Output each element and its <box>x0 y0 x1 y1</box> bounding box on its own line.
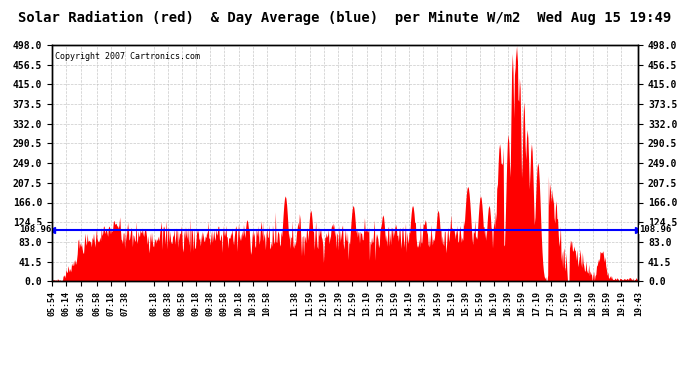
Text: 108.96: 108.96 <box>639 225 671 234</box>
Text: 108.96: 108.96 <box>19 225 51 234</box>
Text: Solar Radiation (red)  & Day Average (blue)  per Minute W/m2  Wed Aug 15 19:49: Solar Radiation (red) & Day Average (blu… <box>19 11 671 26</box>
Text: Copyright 2007 Cartronics.com: Copyright 2007 Cartronics.com <box>55 52 199 61</box>
